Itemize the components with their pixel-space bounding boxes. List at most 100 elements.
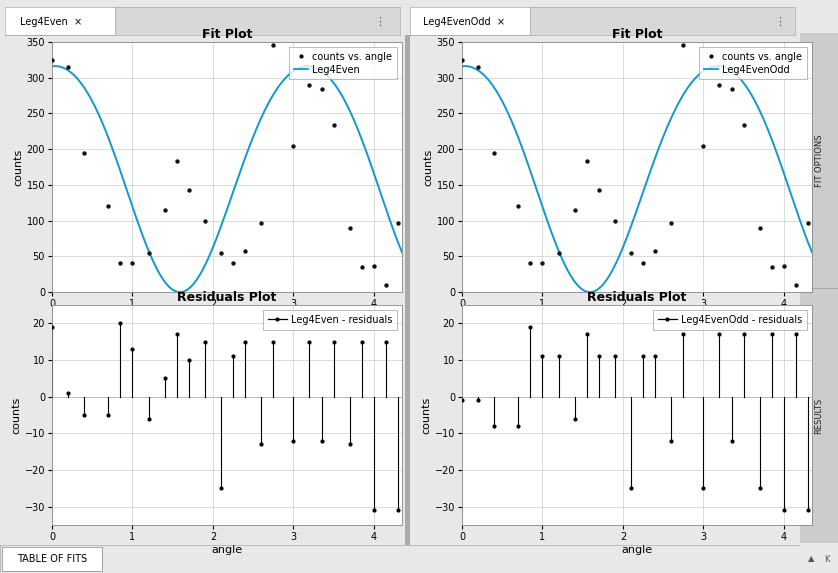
Legend: Leg4EvenOdd - residuals: Leg4EvenOdd - residuals <box>653 310 807 329</box>
Text: RESULTS: RESULTS <box>815 397 824 434</box>
Point <box>649 352 662 361</box>
Point <box>696 141 710 150</box>
Text: FIT OPTIONS: FIT OPTIONS <box>815 134 824 187</box>
X-axis label: angle: angle <box>211 545 242 555</box>
Y-axis label: counts: counts <box>424 148 433 186</box>
Point <box>801 506 815 515</box>
Point <box>114 319 127 328</box>
Point <box>266 337 280 346</box>
Point <box>524 259 537 268</box>
Point <box>665 436 678 445</box>
Point <box>580 329 593 339</box>
Point <box>608 216 622 225</box>
Point <box>327 120 340 129</box>
Point <box>568 205 582 214</box>
Title: Residuals Plot: Residuals Plot <box>587 291 686 304</box>
Point <box>801 218 815 227</box>
Legend: counts vs. angle, Leg4Even: counts vs. angle, Leg4Even <box>289 47 397 80</box>
Point <box>255 439 268 449</box>
Point <box>77 148 91 158</box>
Point <box>77 410 91 419</box>
Point <box>170 329 184 339</box>
Point <box>488 421 501 430</box>
Y-axis label: counts: counts <box>13 148 23 186</box>
Title: Residuals Plot: Residuals Plot <box>178 291 277 304</box>
Point <box>266 40 280 49</box>
Point <box>488 148 501 158</box>
Point <box>114 259 127 268</box>
Y-axis label: counts: counts <box>422 397 432 434</box>
Point <box>101 202 115 211</box>
Point <box>142 414 155 423</box>
Point <box>737 120 750 129</box>
Point <box>649 246 662 255</box>
Point <box>315 436 328 445</box>
Point <box>287 436 300 445</box>
Point <box>737 329 750 339</box>
X-axis label: angle: angle <box>622 545 653 555</box>
Point <box>665 218 678 227</box>
Point <box>608 352 622 361</box>
Text: Leg4Even  ×: Leg4Even × <box>20 17 82 26</box>
Point <box>789 280 803 289</box>
Point <box>126 344 139 354</box>
Point <box>592 185 606 194</box>
Point <box>636 259 649 268</box>
Point <box>624 484 638 493</box>
Point <box>512 202 525 211</box>
Point <box>343 223 356 232</box>
Point <box>61 388 75 398</box>
Text: ⋮: ⋮ <box>375 17 385 27</box>
Point <box>696 484 710 493</box>
Point <box>327 337 340 346</box>
Text: Leg4EvenOdd  ×: Leg4EvenOdd × <box>423 17 505 26</box>
Point <box>725 85 738 94</box>
Legend: counts vs. angle, Leg4EvenOdd: counts vs. angle, Leg4EvenOdd <box>699 47 807 80</box>
Title: Fit Plot: Fit Plot <box>612 28 662 41</box>
Point <box>512 421 525 430</box>
Point <box>170 156 184 166</box>
Point <box>580 156 593 166</box>
Point <box>126 259 139 268</box>
Point <box>380 337 393 346</box>
Point <box>552 352 566 361</box>
Point <box>315 85 328 94</box>
Point <box>255 218 268 227</box>
Point <box>158 205 171 214</box>
Point <box>676 329 690 339</box>
Point <box>753 484 767 493</box>
Title: Fit Plot: Fit Plot <box>202 28 252 41</box>
Point <box>777 261 790 270</box>
Point <box>343 439 356 449</box>
Point <box>753 223 767 232</box>
Point <box>287 141 300 150</box>
Point <box>552 248 566 257</box>
Point <box>676 40 690 49</box>
Text: ▲: ▲ <box>808 555 815 563</box>
Point <box>215 248 228 257</box>
Point <box>238 337 251 346</box>
Point <box>765 329 779 339</box>
Point <box>355 262 369 272</box>
Point <box>636 352 649 361</box>
X-axis label: angle: angle <box>622 312 653 321</box>
Point <box>535 259 549 268</box>
Point <box>524 323 537 332</box>
Point <box>303 337 316 346</box>
Point <box>158 374 171 383</box>
Point <box>303 80 316 89</box>
Text: TABLE OF FITS: TABLE OF FITS <box>17 554 87 564</box>
Point <box>713 329 727 339</box>
Point <box>725 436 738 445</box>
Point <box>182 355 195 364</box>
Point <box>215 484 228 493</box>
Point <box>182 185 195 194</box>
Point <box>472 62 485 72</box>
Point <box>45 323 59 332</box>
Point <box>455 55 468 64</box>
Point <box>391 218 405 227</box>
Point <box>355 337 369 346</box>
Point <box>380 280 393 289</box>
X-axis label: angle: angle <box>211 312 242 321</box>
Y-axis label: counts: counts <box>12 397 22 434</box>
